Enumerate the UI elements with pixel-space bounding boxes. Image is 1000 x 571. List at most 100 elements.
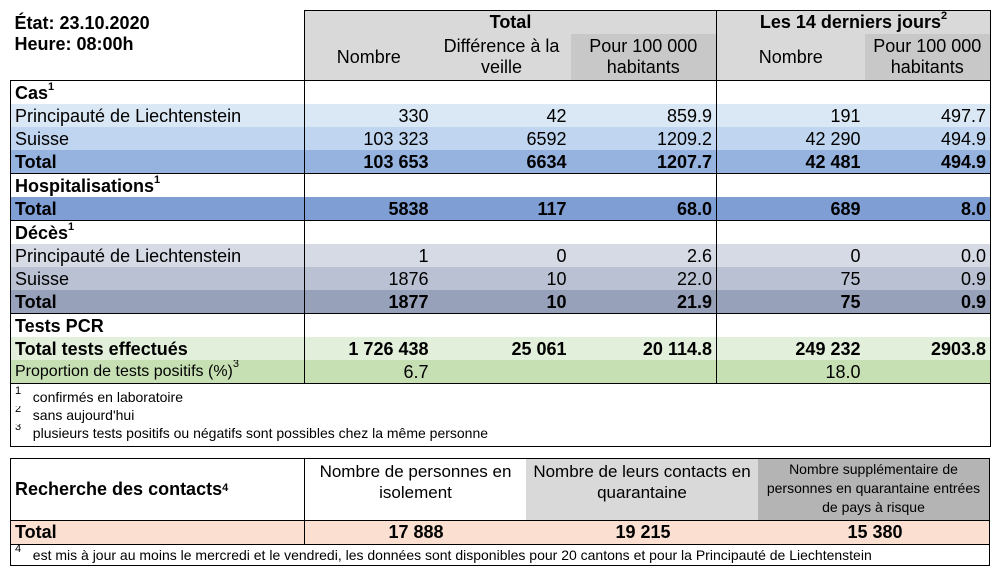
etat-label: État: 23.10.2020	[14, 12, 150, 33]
footnote-row: 1 confirmés en laboratoire	[10, 383, 991, 406]
cell-per100k: 859.9	[570, 104, 717, 127]
row-label: Total	[10, 290, 305, 314]
cell-per100k14: 0.9	[864, 267, 991, 290]
cell-diff: 10	[432, 290, 571, 314]
cell-nombre: 1876	[304, 267, 433, 290]
hosp-footnote-ref: 1	[154, 173, 161, 186]
cell-diff: 117	[432, 197, 571, 221]
row-label: Suisse	[10, 127, 305, 150]
cell-nombre14: 75	[716, 290, 865, 314]
footnote-2-num: 2	[15, 406, 22, 415]
cell-per100k14: 0.9	[864, 290, 991, 314]
cell-per100k: 2.6	[570, 244, 717, 267]
cell-nombre: 103 323	[304, 127, 433, 150]
cell-prop-last14: 18.0	[716, 360, 865, 384]
row-label: Total tests effectués	[10, 337, 305, 360]
cell-per100k14: 497.7	[864, 104, 991, 127]
cell-per100k14: 494.9	[864, 127, 991, 150]
hosp-title-text: Hospitalisations	[15, 175, 155, 196]
prop-footnote-ref: 3	[232, 360, 239, 371]
col-nombre-header: Nombre	[304, 34, 433, 81]
cell-per100k: 1209.2	[570, 127, 717, 150]
deces-section-title: Décès1	[10, 220, 305, 244]
footnote-2-text: sans aujourd'hui	[32, 406, 135, 423]
cell-nombre: 103 653	[304, 150, 433, 174]
table-row-proportion: Proportion de tests positifs (%)3 6.7 18…	[10, 360, 991, 384]
pcr-section-row: Tests PCR	[10, 313, 991, 337]
cell-nombre14: 191	[830, 105, 861, 126]
cell-nombre14: 689	[716, 197, 865, 221]
cell-per100k: 20 114.8	[570, 337, 717, 360]
col-quarantaine-cell: Nombre de leurs contacts en quarantaine	[526, 458, 758, 520]
header-row-1: État: 23.10.2020 Heure: 08:00h Total Les…	[11, 10, 991, 54]
date-cell: État: 23.10.2020 Heure: 08:00h	[11, 11, 305, 81]
row-label: Principauté de Liechtenstein	[10, 244, 305, 267]
deces-title-text: Décès	[15, 222, 69, 243]
cell-diff: 25 061	[511, 338, 567, 359]
footnote-1: 1 confirmés en laboratoire	[10, 383, 991, 406]
footnote-3-text: plusieurs tests positifs ou négatifs son…	[32, 424, 489, 441]
footnote-4: 4 est mis à jour au moins le mercredi et…	[10, 544, 990, 566]
cell-nombre: 1	[304, 244, 433, 267]
footnote-2: 2 sans aujourd'hui	[10, 406, 991, 424]
cas-section-row: Cas1	[10, 80, 991, 104]
table-row-total: Total tests effectués 1 726 438 25 061 2…	[10, 337, 991, 360]
last14-group-header: Les 14 derniers jours2	[716, 10, 991, 34]
table-row-total: Total 1877 10 21.9 75 0.9	[10, 290, 991, 314]
footnote-row: 3 plusieurs tests positifs ou négatifs s…	[10, 424, 991, 447]
cell-prop-total: 6.7	[304, 360, 433, 384]
cell-per100k: 21.9	[570, 290, 717, 314]
prop-label-text: Proportion de tests positifs (%)	[15, 362, 233, 380]
cell-nombre14: 42 481	[716, 150, 865, 174]
contacts-risque-value: 15 380	[847, 522, 903, 542]
cell-diff: 6592	[526, 128, 567, 149]
cell-nombre14: 42 290	[805, 128, 861, 149]
cas-title-text: Cas	[15, 82, 49, 103]
cell-per100k14: 494.9	[864, 150, 991, 174]
row-label: Suisse	[10, 267, 305, 290]
pcr-section-title: Tests PCR	[10, 313, 305, 337]
col-quarantaine-label: Nombre de leurs contacts en quarantaine	[533, 462, 751, 502]
col-per100k14-header: Pour 100 000 habitants	[864, 34, 991, 81]
cell-nombre: 1877	[304, 290, 433, 314]
hosp-section-title: Hospitalisations1	[10, 173, 305, 197]
cell-per100k14: 0.0	[864, 244, 991, 267]
cell-nombre14: 0	[850, 245, 861, 266]
contacts-total-row: Total 17 888 19 215 15 380	[10, 520, 990, 544]
footnote-1-num: 1	[15, 384, 22, 397]
last14-group-label: Les 14 derniers jours	[759, 12, 941, 32]
col-nombre14-header: Nombre	[716, 34, 865, 81]
table-row: Suisse 103 323 6592 1209.2 42 290 494.9	[10, 127, 991, 150]
footnote-3-num: 3	[15, 424, 22, 433]
table-row-total: Total 103 653 6634 1207.7 42 481 494.9	[10, 150, 991, 174]
cell-nombre14: 75	[840, 268, 861, 289]
row-label: Total	[10, 150, 305, 174]
contacts-title-cell: Recherche des contacts 4	[10, 458, 304, 520]
table-row: Principauté de Liechtenstein 1 0 2.6 0 0…	[10, 244, 991, 267]
heure-label: Heure: 08:00h	[14, 33, 134, 54]
col-risque-label: Nombre supplémentaire de personnes en qu…	[766, 461, 981, 515]
row-label: Principauté de Liechtenstein	[10, 104, 305, 127]
footnote-4-num: 4	[15, 544, 22, 556]
col-diff-header: Différence à la veille	[432, 34, 571, 81]
covid-report-table: État: 23.10.2020 Heure: 08:00h Total Les…	[10, 10, 991, 447]
cell-nombre: 5838	[304, 197, 433, 221]
cell-per100k14: 8.0	[864, 197, 991, 221]
footnote-4-text: est mis à jour au moins le mercredi et l…	[32, 547, 872, 563]
cell-nombre: 1 726 438	[304, 337, 433, 360]
cas-section-title: Cas1	[10, 80, 305, 104]
contacts-isolement-value: 17 888	[388, 522, 444, 542]
cell-per100k: 1207.7	[570, 150, 717, 174]
col-risque-cell: Nombre supplémentaire de personnes en qu…	[758, 458, 990, 520]
hosp-section-row: Hospitalisations1	[10, 173, 991, 197]
main-table: État: 23.10.2020 Heure: 08:00h Total Les…	[10, 10, 991, 447]
cell-diff: 10	[546, 268, 567, 289]
contacts-title-label: Recherche des contacts	[15, 479, 223, 499]
contacts-total-divider	[304, 521, 305, 544]
cell-diff: 0	[556, 245, 567, 266]
deces-section-row: Décès1	[10, 220, 991, 244]
table-row: Suisse 1876 10 22.0 75 0.9	[10, 267, 991, 290]
table-row: Principauté de Liechtenstein 330 42 859.…	[10, 104, 991, 127]
cas-footnote-ref: 1	[48, 80, 55, 93]
contacts-quarantaine-value: 19 215	[615, 522, 671, 542]
